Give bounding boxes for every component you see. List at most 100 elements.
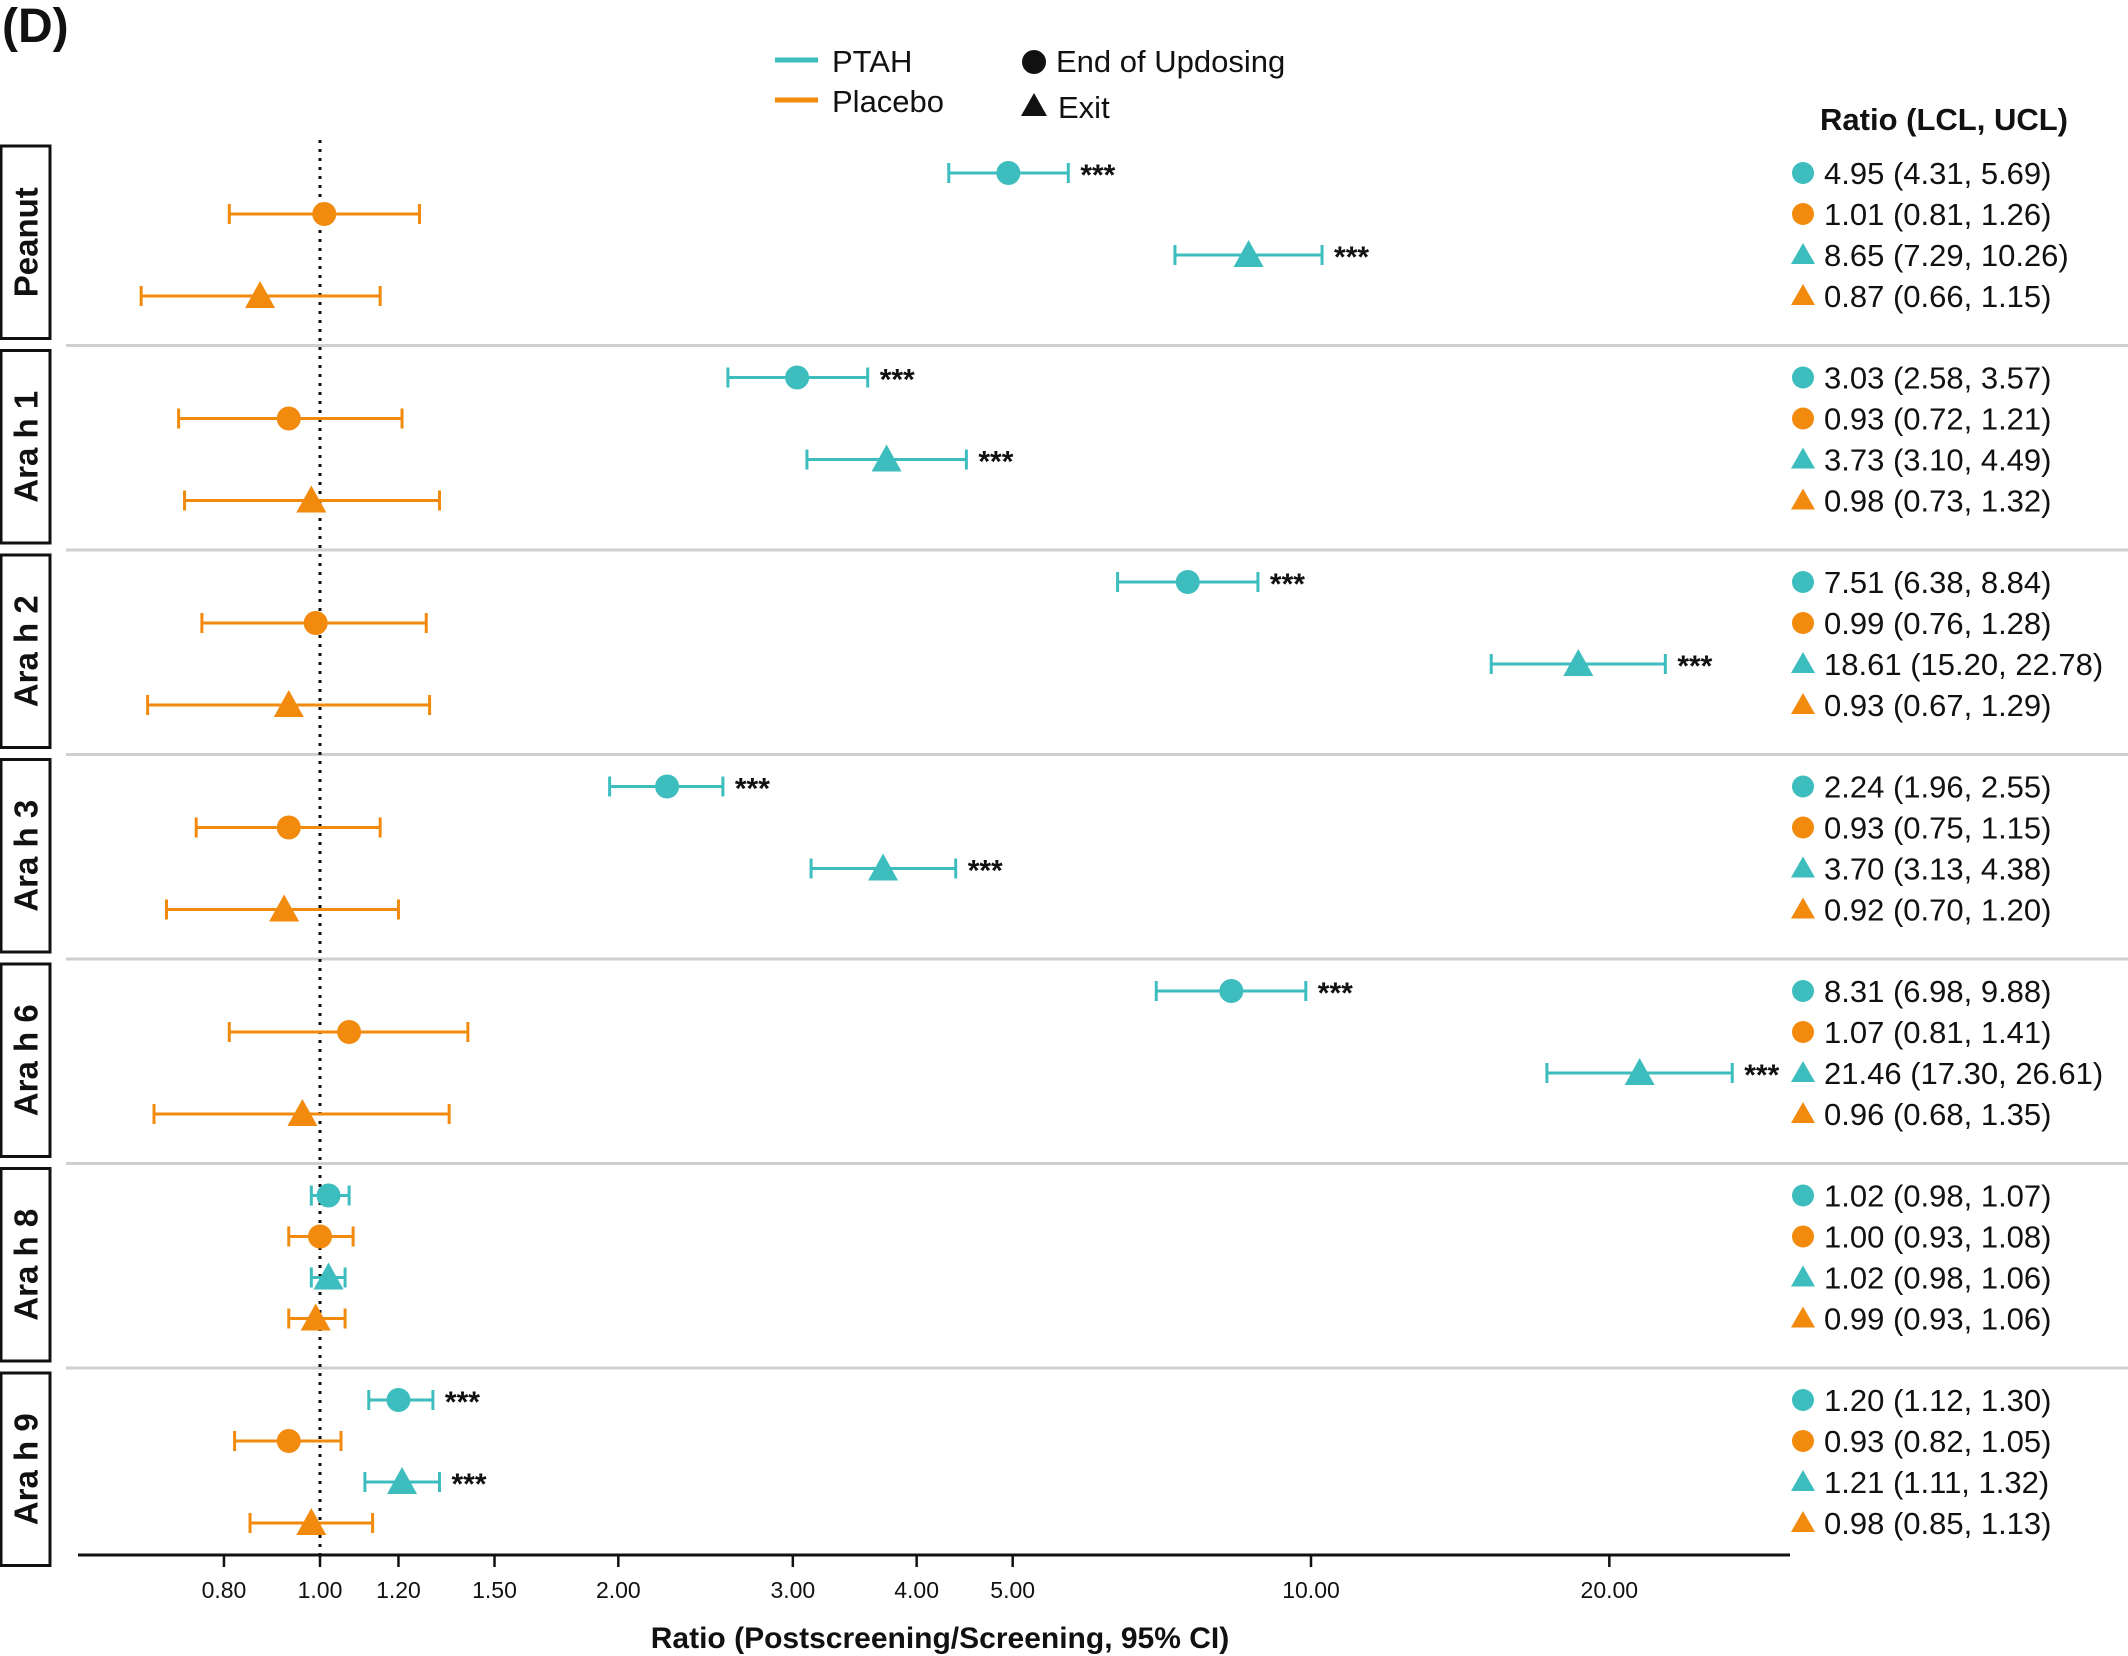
legend-triangle-icon [1021, 93, 1047, 116]
estimate-row: *** [1116, 568, 1305, 601]
point-estimate-circle [337, 1020, 362, 1044]
ratio-table-row: 0.99 (0.93, 1.06) [1791, 1302, 2052, 1337]
estimate-row [200, 611, 428, 635]
ratio-table-row: 1.20 (1.12, 1.30) [1792, 1383, 2052, 1418]
point-estimate-triangle [1233, 240, 1264, 267]
legend: PTAH Placebo End of Updosing Exit [775, 44, 1285, 125]
ratio-value: 4.95 (4.31, 5.69) [1824, 156, 2052, 191]
ratio-value: 0.93 (0.67, 1.29) [1824, 688, 2052, 723]
ratio-table-row: 21.46 (17.30, 26.61) [1791, 1056, 2103, 1091]
panel-label: (D) [2, 0, 69, 53]
ratio-table-row: 7.51 (6.38, 8.84) [1792, 565, 2052, 600]
x-axis-title: Ratio (Postscreening/Screening, 95% CI) [651, 1622, 1229, 1655]
ratio-value: 0.99 (0.93, 1.06) [1824, 1302, 2052, 1337]
x-tick-label: 20.00 [1581, 1577, 1639, 1603]
group-label-frame [0, 962, 52, 1158]
estimate-row: *** [1154, 977, 1353, 1010]
table-circle-icon [1792, 162, 1814, 184]
group-label-frame [0, 349, 52, 545]
table-triangle-icon [1791, 1061, 1815, 1082]
group-label-box: Ara h 8 [0, 1167, 52, 1363]
ratio-table-row: 0.93 (0.75, 1.15) [1792, 811, 2052, 846]
point-estimate-circle [1175, 570, 1200, 594]
point-estimate-triangle [296, 485, 327, 513]
ratio-value: 0.92 (0.70, 1.20) [1824, 893, 2052, 928]
estimate-row [287, 1303, 347, 1331]
estimate-row: *** [809, 853, 1003, 888]
estimate-row [164, 894, 400, 922]
ratio-value: 1.21 (1.11, 1.32) [1824, 1465, 2049, 1500]
x-tick-label: 1.20 [376, 1577, 421, 1603]
group-label-frame [0, 553, 52, 749]
ratio-value: 3.73 (3.10, 4.49) [1824, 443, 2052, 478]
x-tick-label: 1.50 [472, 1577, 517, 1603]
point-estimate-triangle [300, 1303, 331, 1331]
x-tick-label: 5.00 [990, 1577, 1035, 1603]
estimate-row: *** [1545, 1058, 1780, 1092]
significance-marker: *** [1270, 568, 1305, 601]
table-circle-icon [1792, 1225, 1814, 1248]
significance-marker: *** [978, 446, 1013, 479]
estimate-row [287, 1224, 355, 1249]
point-estimate-triangle [1563, 649, 1594, 676]
table-circle-icon [1792, 980, 1814, 1002]
significance-marker: *** [1677, 650, 1712, 683]
x-tick-label: 3.00 [770, 1577, 815, 1603]
ratio-table-row: 0.99 (0.76, 1.28) [1792, 606, 2052, 641]
significance-marker: *** [880, 364, 915, 397]
point-estimate-circle [316, 1183, 341, 1208]
group-label: Ara h 1 [8, 391, 45, 503]
group-separators [66, 344, 2128, 1370]
table-circle-icon [1792, 1184, 1814, 1207]
point-estimate-triangle [269, 894, 300, 922]
point-estimate-circle [996, 161, 1021, 185]
table-circle-icon [1792, 816, 1814, 839]
table-triangle-icon [1791, 1470, 1815, 1491]
significance-marker: *** [1080, 159, 1115, 192]
estimate-row [194, 815, 382, 840]
estimate-row: *** [726, 364, 915, 397]
ratio-value: 1.02 (0.98, 1.07) [1824, 1179, 2052, 1214]
point-estimate-circle [785, 365, 810, 390]
point-estimate-triangle [296, 1508, 327, 1535]
ratio-value: 0.99 (0.76, 1.28) [1824, 606, 2052, 641]
ratio-value: 21.46 (17.30, 26.61) [1824, 1056, 2103, 1091]
table-circle-icon [1792, 407, 1814, 430]
point-estimate-circle [303, 611, 328, 635]
group-label-frame [0, 1371, 52, 1567]
ratio-table-row: 0.93 (0.72, 1.21) [1792, 402, 2052, 437]
estimate-row: *** [1173, 240, 1369, 274]
ratio-table-row: 0.96 (0.68, 1.35) [1791, 1097, 2052, 1132]
legend-end-of-updosing-label: End of Updosing [1056, 44, 1285, 79]
group-label-frame [0, 758, 52, 954]
ratio-table-row: 1.00 (0.93, 1.08) [1792, 1220, 2052, 1255]
ratio-table-row: 0.93 (0.67, 1.29) [1791, 688, 2052, 723]
point-estimate-circle [312, 202, 337, 226]
table-circle-icon [1792, 775, 1814, 798]
significance-marker: *** [445, 1386, 480, 1419]
ratio-table-row: 0.98 (0.85, 1.13) [1791, 1506, 2052, 1541]
x-axis: 0.80 1.00 1.20 1.50 2.00 3.00 4.00 5.00 10.00 20.… [78, 1553, 1790, 1603]
ratio-table-row: 3.03 (2.58, 3.57) [1792, 361, 2052, 396]
point-estimate-circle [1219, 979, 1244, 1003]
table-triangle-icon [1791, 284, 1815, 305]
table-triangle-icon [1791, 856, 1815, 878]
ratio-value: 8.31 (6.98, 9.88) [1824, 974, 2052, 1009]
table-circle-icon [1792, 366, 1814, 389]
ratio-table-row: 1.01 (0.81, 1.26) [1792, 197, 2052, 232]
point-estimate-circle [655, 774, 680, 799]
group-label-box: Ara h 6 [0, 962, 52, 1158]
significance-marker: *** [1334, 241, 1369, 274]
group-label-box: Ara h 2 [0, 553, 52, 749]
significance-marker: *** [1744, 1059, 1779, 1092]
table-triangle-icon [1791, 488, 1815, 510]
ratio-table-row: 2.24 (1.96, 2.55) [1792, 770, 2052, 805]
estimate-row: *** [367, 1386, 480, 1419]
significance-marker: *** [968, 855, 1003, 888]
ratio-table-row: 0.87 (0.66, 1.15) [1791, 279, 2052, 314]
x-tick-label: 2.00 [596, 1577, 641, 1603]
table-triangle-icon [1791, 1511, 1815, 1532]
x-tick-label: 0.80 [202, 1577, 247, 1603]
ratio-value: 0.93 (0.82, 1.05) [1824, 1424, 2052, 1459]
ratio-value: 8.65 (7.29, 10.26) [1824, 238, 2069, 273]
